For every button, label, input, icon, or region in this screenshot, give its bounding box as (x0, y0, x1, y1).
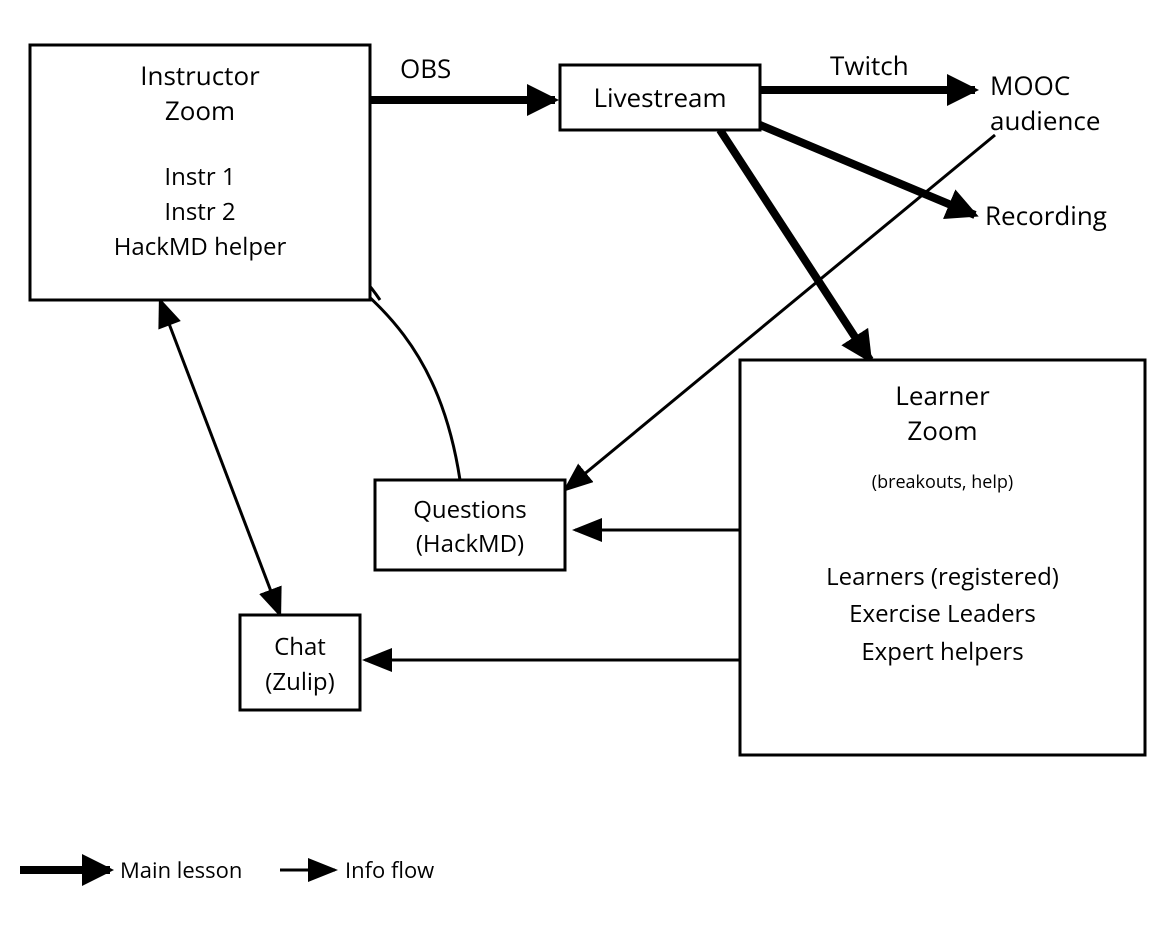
edge-label-twitch: Twitch (830, 47, 909, 83)
learner-subtitle: (breakouts, help) (872, 470, 1013, 494)
instructor-title2: Zoom (165, 92, 235, 128)
node-instructor: InstructorZoom Instr 1Instr 2HackMD helpe… (30, 45, 370, 300)
edge-label-obs: OBS (400, 50, 451, 86)
legend-main-label: Main lesson (120, 855, 242, 885)
learner-line1: Learners (registered) (826, 560, 1059, 593)
learner-title2: Zoom (907, 412, 977, 448)
edge-livestream-to-recording (760, 125, 975, 215)
legend-info-label: Info flow (345, 855, 434, 885)
node-questions: Questions(HackMD) (375, 480, 565, 570)
chat-line2: (Zulip) (265, 665, 334, 698)
livestream-label: Livestream (593, 79, 726, 115)
learner-line2: Exercise Leaders (849, 597, 1036, 630)
instructor-line1: Instr 1 (164, 160, 235, 193)
mooc-line2: audience (990, 102, 1100, 138)
questions-line1: Questions (413, 493, 527, 526)
flowchart-diagram: OBSTwitchInstructorZoomInstr 1Instr 2Hac… (0, 0, 1172, 938)
recording-label: Recording (985, 197, 1107, 233)
chat-line1: Chat (274, 630, 326, 663)
instructor-title1: Instructor (140, 57, 260, 93)
node-chat: Chat(Zulip) (240, 615, 360, 710)
node-learner: LearnerZoom (breakouts, help) Learners (re… (740, 360, 1145, 755)
learner-title1: Learner (895, 377, 990, 413)
instructor-line3: HackMD helper (114, 230, 287, 263)
instructor-line2: Instr 2 (164, 195, 235, 228)
edge-instr-chat-bidir (160, 300, 280, 615)
questions-line2: (HackMD) (416, 527, 524, 560)
learner-line3: Expert helpers (861, 635, 1023, 668)
mooc-line1: MOOC (990, 67, 1070, 103)
node-livestream: Livestream (560, 65, 760, 130)
